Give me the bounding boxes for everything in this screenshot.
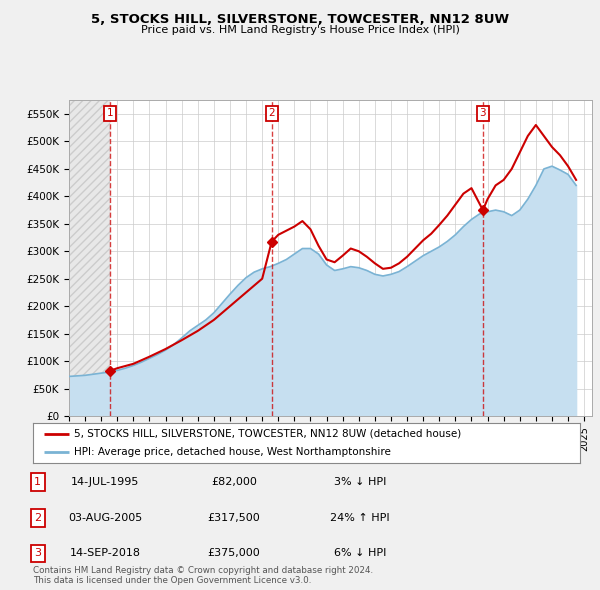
Text: 03-AUG-2005: 03-AUG-2005: [68, 513, 142, 523]
Text: HPI: Average price, detached house, West Northamptonshire: HPI: Average price, detached house, West…: [74, 447, 391, 457]
Text: Contains HM Land Registry data © Crown copyright and database right 2024.
This d: Contains HM Land Registry data © Crown c…: [33, 566, 373, 585]
Text: £375,000: £375,000: [208, 549, 260, 558]
Text: 1: 1: [34, 477, 41, 487]
Text: 5, STOCKS HILL, SILVERSTONE, TOWCESTER, NN12 8UW (detached house): 5, STOCKS HILL, SILVERSTONE, TOWCESTER, …: [74, 429, 461, 439]
Text: 3: 3: [479, 108, 486, 118]
Text: £317,500: £317,500: [208, 513, 260, 523]
Text: £82,000: £82,000: [211, 477, 257, 487]
Text: 14-SEP-2018: 14-SEP-2018: [70, 549, 140, 558]
Text: 24% ↑ HPI: 24% ↑ HPI: [330, 513, 390, 523]
Bar: [69, 100, 110, 416]
Text: 3% ↓ HPI: 3% ↓ HPI: [334, 477, 386, 487]
Text: Price paid vs. HM Land Registry's House Price Index (HPI): Price paid vs. HM Land Registry's House …: [140, 25, 460, 35]
Text: 3: 3: [34, 549, 41, 558]
Text: 14-JUL-1995: 14-JUL-1995: [71, 477, 139, 487]
Text: 2: 2: [34, 513, 41, 523]
Text: 2: 2: [268, 108, 275, 118]
Text: 1: 1: [107, 108, 113, 118]
Text: 5, STOCKS HILL, SILVERSTONE, TOWCESTER, NN12 8UW: 5, STOCKS HILL, SILVERSTONE, TOWCESTER, …: [91, 13, 509, 26]
Text: 6% ↓ HPI: 6% ↓ HPI: [334, 549, 386, 558]
